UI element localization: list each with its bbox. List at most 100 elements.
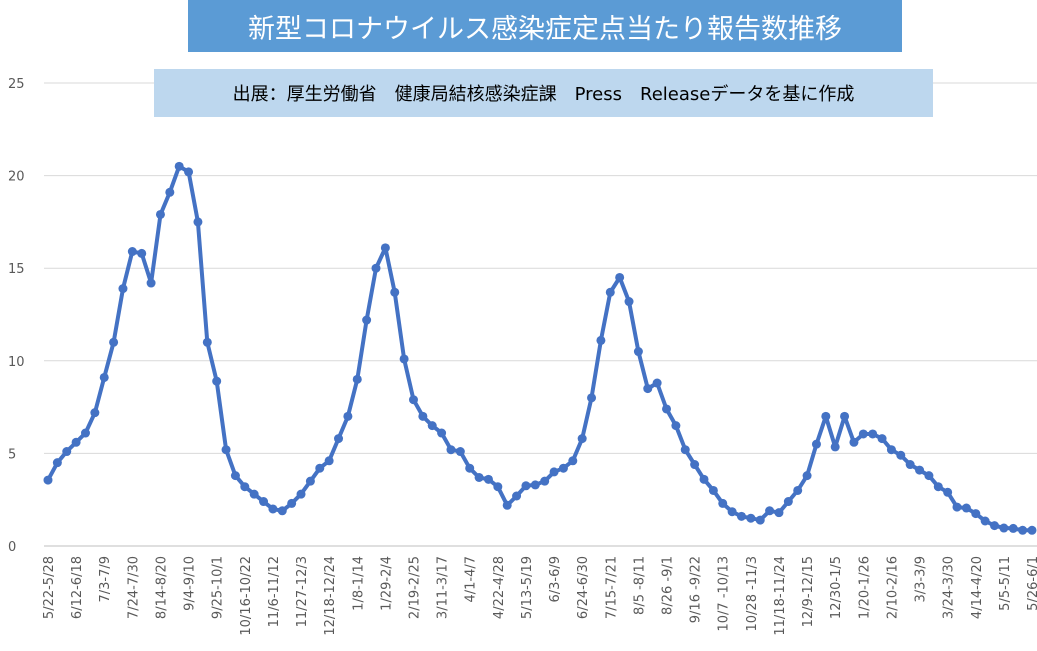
x-tick-label: 9/4-9/10 [183, 556, 198, 611]
data-point [952, 502, 962, 512]
x-tick-label: 12/18-12/24 [323, 556, 338, 636]
data-point [174, 161, 184, 171]
data-point [652, 378, 662, 388]
data-point [390, 287, 400, 297]
data-point [62, 447, 72, 457]
x-tick-label: 4/22-4/28 [492, 556, 507, 619]
data-point [774, 508, 784, 518]
data-point [840, 411, 850, 421]
data-point [868, 429, 878, 439]
data-point [380, 243, 390, 253]
y-tick-label: 5 [8, 447, 16, 462]
data-point [221, 445, 231, 455]
data-point [465, 463, 475, 473]
data-point [549, 467, 559, 477]
data-point [783, 497, 793, 507]
data-point [765, 506, 775, 516]
y-tick-label: 15 [8, 262, 25, 277]
data-point [849, 437, 859, 447]
data-point [52, 458, 62, 468]
x-tick-label: 3/11-3/17 [436, 556, 451, 619]
x-tick-label: 12/9-12/15 [801, 556, 816, 627]
data-point [43, 475, 53, 485]
data-point [933, 482, 943, 492]
data-point [268, 504, 278, 514]
x-tick-label: 1/20-1/26 [857, 556, 872, 619]
data-point [943, 487, 953, 497]
data-point [474, 472, 484, 482]
x-tick-label: 12/30-1/5 [829, 556, 844, 619]
data-point [905, 460, 915, 470]
y-tick-label: 20 [8, 170, 25, 185]
data-point [127, 247, 137, 257]
data-point [437, 428, 447, 438]
data-point [146, 278, 156, 288]
x-tick-label: 7/15-7/21 [604, 556, 619, 619]
data-point [502, 500, 512, 510]
data-point [877, 434, 887, 444]
data-point [811, 439, 821, 449]
x-tick-label: 9/16 -9/22 [689, 556, 704, 623]
y-tick-label: 25 [8, 77, 25, 92]
data-point [643, 384, 653, 394]
data-line [46, 164, 1032, 533]
x-tick-label: 8/14-8/20 [154, 556, 169, 619]
x-tick-label: 11/27-12/3 [295, 556, 310, 627]
x-tick-label: 11/6-11/12 [267, 556, 282, 627]
data-point [305, 476, 315, 486]
data-point [165, 187, 175, 197]
chart-title: 新型コロナウイルス感染症定点当たり報告数推移 [188, 0, 902, 52]
data-point [343, 411, 353, 421]
data-point [483, 474, 493, 484]
data-point [708, 485, 718, 495]
data-point [296, 489, 306, 499]
data-point [999, 523, 1009, 533]
data-point [240, 482, 250, 492]
data-point [418, 411, 428, 421]
data-point [736, 511, 746, 521]
data-point [727, 507, 737, 517]
x-tick-label: 3/24-3/30 [942, 556, 957, 619]
x-tick-label: 4/1-4/7 [464, 556, 479, 603]
data-point [212, 376, 222, 386]
data-point [690, 460, 700, 470]
data-point [896, 450, 906, 460]
data-point [793, 485, 803, 495]
x-tick-label: 2/10-2/16 [885, 556, 900, 619]
x-tick-label: 6/24-6/30 [576, 556, 591, 619]
data-point [718, 498, 728, 508]
data-point [80, 428, 90, 438]
data-point [521, 481, 531, 491]
data-point [230, 471, 240, 481]
data-point [1018, 525, 1028, 535]
data-point [530, 480, 540, 490]
data-point [90, 408, 100, 418]
x-tick-label: 6/12-6/18 [70, 556, 85, 619]
x-tick-label: 3/3-3/9 [914, 556, 929, 603]
data-point [371, 263, 381, 273]
data-point [971, 509, 981, 519]
data-point [184, 167, 194, 177]
data-point [830, 442, 840, 452]
x-tick-label: 5/22-5/28 [42, 556, 57, 619]
data-point [671, 421, 681, 431]
x-tick-label: 8/26 -9/1 [661, 556, 676, 615]
data-point [699, 474, 709, 484]
data-point [680, 445, 690, 455]
x-tick-label: 5/13-5/19 [520, 556, 535, 619]
data-point [802, 471, 812, 481]
data-point [858, 429, 868, 439]
data-point [577, 434, 587, 444]
data-point [746, 513, 756, 523]
x-tick-label: 6/3-6/9 [548, 556, 563, 603]
data-point [155, 209, 165, 219]
y-tick-label: 10 [8, 355, 25, 370]
data-point [886, 445, 896, 455]
x-tick-label: 11/18-11/24 [773, 556, 788, 636]
x-tick-label: 10/28 -11/3 [745, 556, 760, 631]
data-point [633, 347, 643, 357]
data-point [615, 272, 625, 282]
data-point [587, 393, 597, 403]
data-point [924, 471, 934, 481]
chart-subtitle: 出展：厚生労働省 健康局結核感染症課 Press Releaseデータを基に作成 [154, 69, 933, 117]
